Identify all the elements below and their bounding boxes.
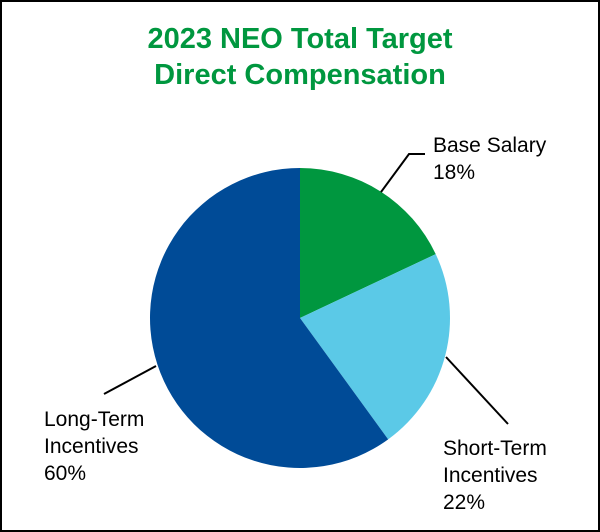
label-short-term-2: Incentives: [443, 464, 538, 487]
label-short-term-1: Short-Term: [443, 437, 547, 460]
pie-slice-short-term-incentives: [300, 254, 450, 440]
pie-slice-long-term-incentives: [149, 168, 389, 468]
leader-line-long-term: [103, 365, 157, 395]
leader-line-short-term: [445, 356, 509, 425]
chart-title-line-2: Direct Compensation: [154, 59, 446, 91]
value-label-long-term: 60%: [44, 462, 86, 485]
label-base-salary: Base Salary: [433, 134, 547, 157]
value-label-short-term: 22%: [443, 491, 485, 514]
value-label-base-salary: 18%: [433, 161, 475, 184]
label-long-term-2: Incentives: [44, 435, 139, 458]
chart-title-line-1: 2023 NEO Total Target: [147, 23, 452, 55]
label-long-term-1: Long-Term: [44, 408, 144, 431]
leader-line-base-salary: [380, 153, 425, 193]
pie-slice-base-salary: [300, 168, 436, 318]
